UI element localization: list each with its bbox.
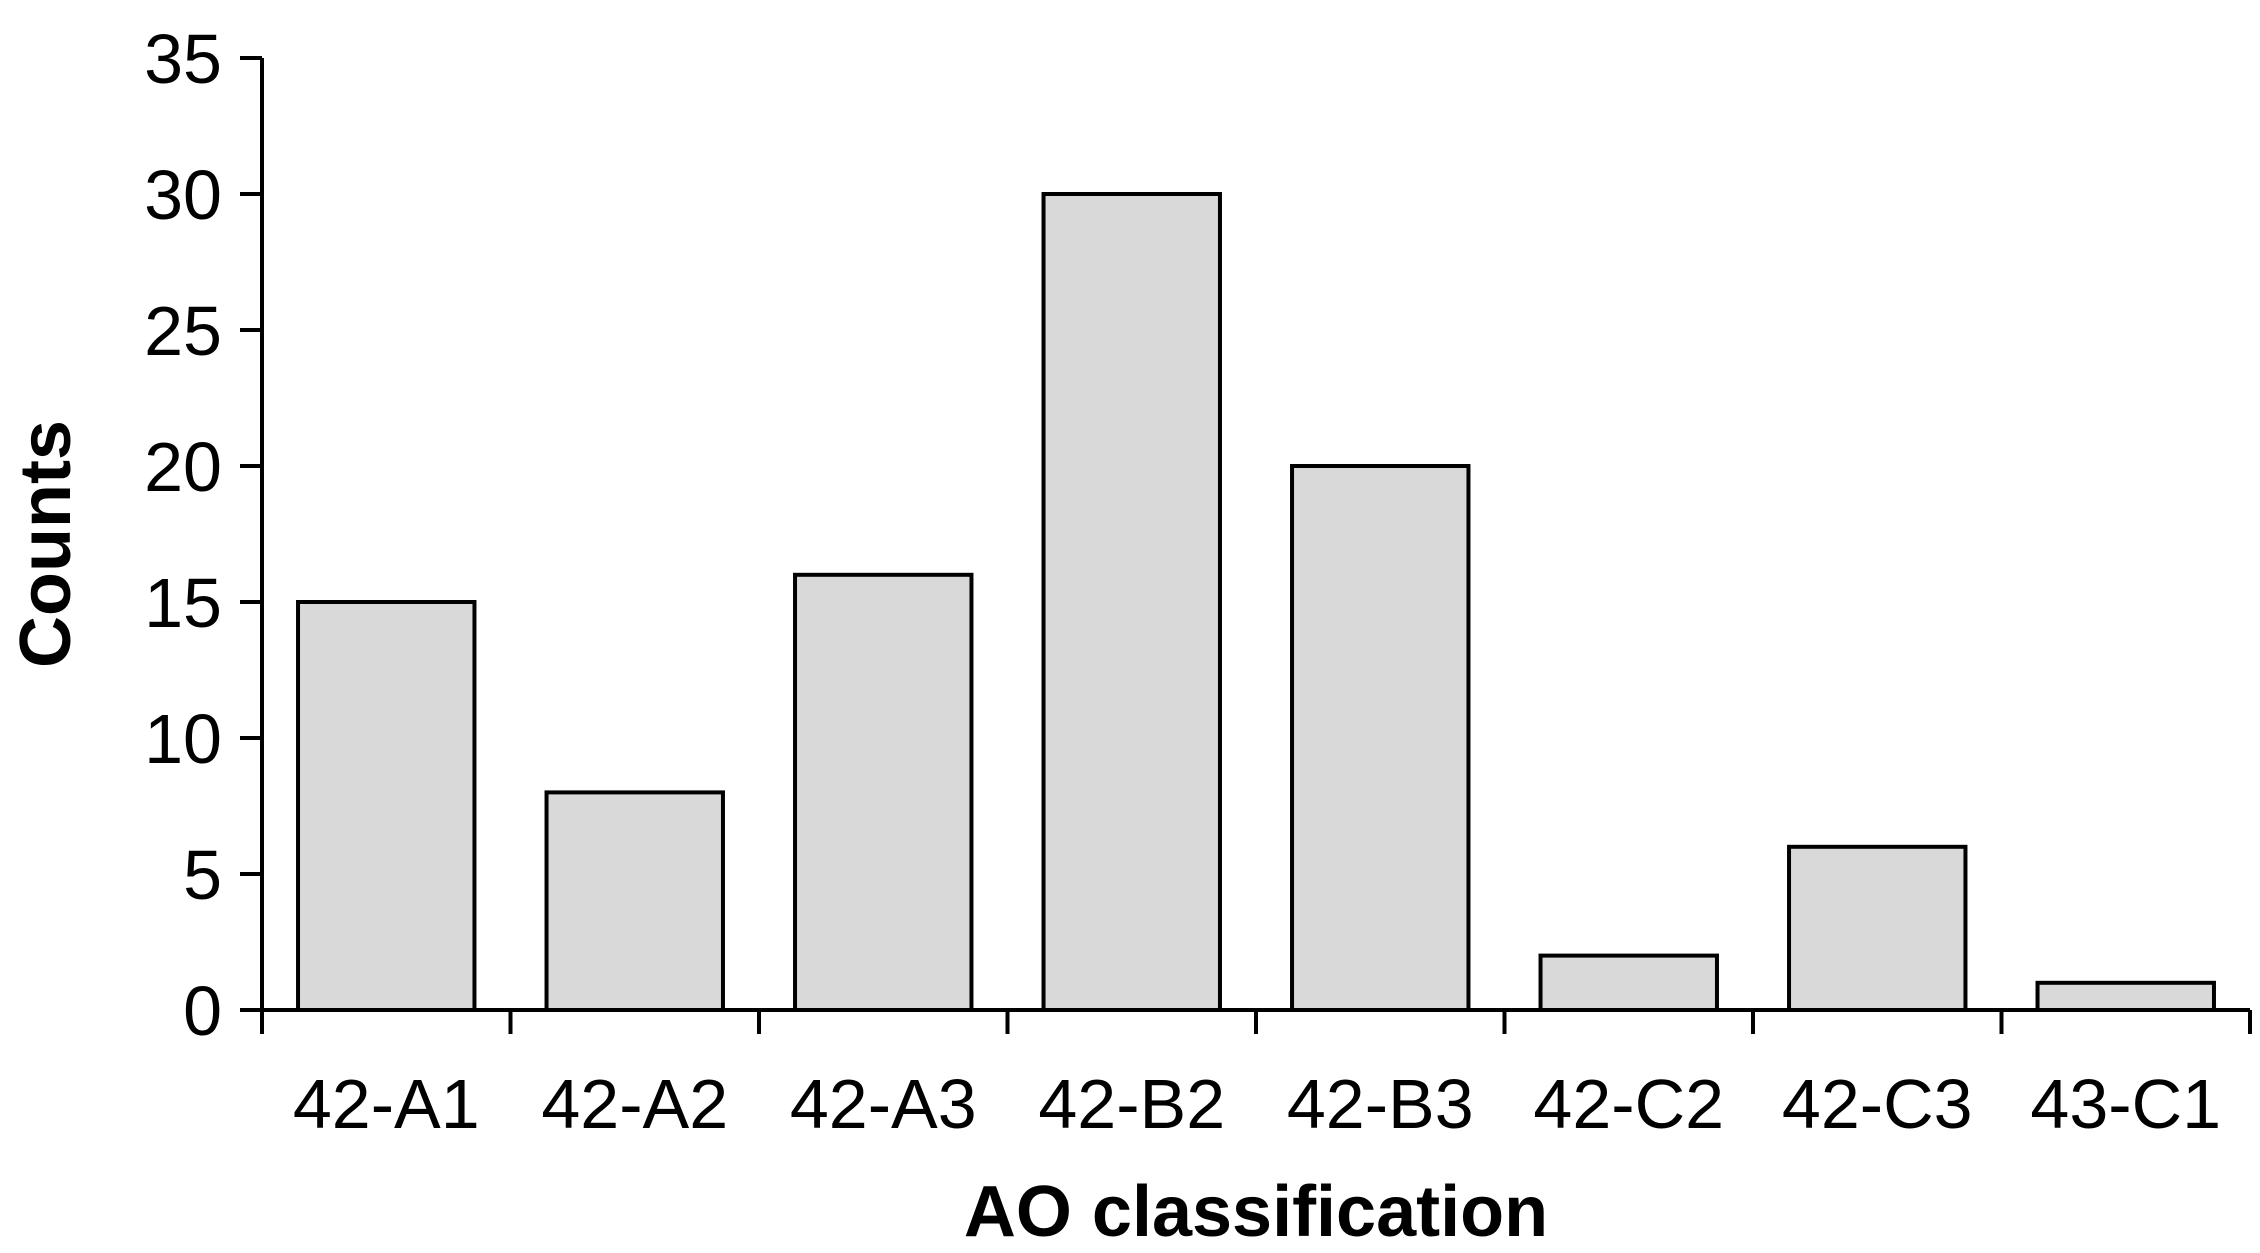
- x-tick-label: 42-A3: [790, 1065, 977, 1143]
- x-ticks: 42-A1 42-A2 42-A3 42-B2 42-B3 42-C2 42-C3 43-C1: [260, 1010, 2252, 1143]
- bar-42-C2: [1538, 953, 1719, 1012]
- x-tick-label: 42-A2: [541, 1065, 728, 1143]
- y-tick-label: 5: [183, 836, 222, 914]
- x-tick-label: 42-B2: [1038, 1065, 1225, 1143]
- bar-43-C1: [2035, 980, 2216, 1012]
- y-tick-label: 25: [144, 292, 222, 370]
- x-axis-title: AO classification: [964, 1172, 1548, 1252]
- x-tick-label: 42-C2: [1533, 1065, 1724, 1143]
- x-tick-label: 43-C1: [2030, 1065, 2221, 1143]
- y-tick-label: 0: [183, 972, 222, 1050]
- bar-42-A1: [296, 600, 477, 1012]
- x-tick-label: 42-C3: [1782, 1065, 1973, 1143]
- bar-42-C3: [1787, 844, 1968, 1012]
- bar-42-A3: [793, 572, 974, 1012]
- y-tick-label: 10: [144, 700, 222, 778]
- bar-42-A2: [544, 790, 725, 1013]
- x-tick-label: 42-B3: [1287, 1065, 1474, 1143]
- y-tick-label: 15: [144, 564, 222, 642]
- y-tick-label: 35: [144, 20, 222, 98]
- y-tick-label: 20: [144, 428, 222, 506]
- bars-layer: [296, 192, 2216, 1013]
- bar-42-B3: [1290, 464, 1471, 1012]
- y-tick-label: 30: [144, 156, 222, 234]
- bar-42-B2: [1041, 192, 1222, 1012]
- y-ticks: 0 5 10 15 20 25 30 35: [144, 20, 262, 1050]
- x-tick-label: 42-A1: [293, 1065, 480, 1143]
- y-axis-title: Counts: [6, 420, 86, 668]
